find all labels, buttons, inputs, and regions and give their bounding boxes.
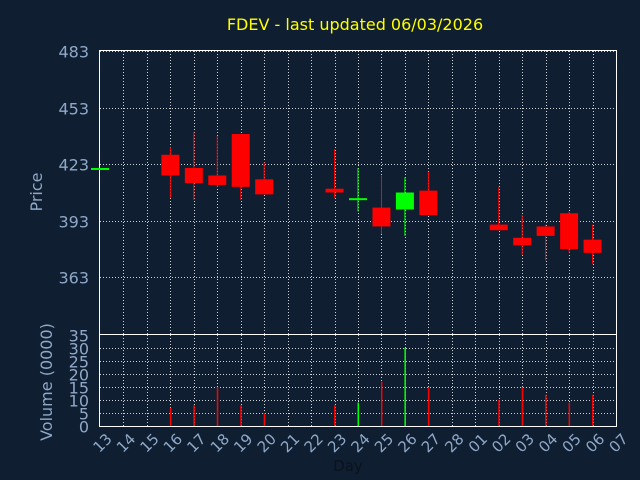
x-tick-label: 24	[348, 430, 374, 456]
x-tick-label: 17	[183, 430, 209, 456]
x-tick-label: 26	[394, 430, 420, 456]
volume-tick-label: 0	[79, 418, 89, 437]
candle-body	[536, 226, 555, 236]
volume-bar	[240, 405, 242, 426]
volume-bar	[263, 413, 266, 426]
price-tick-label: 423	[58, 156, 89, 175]
volume-tick-label: 35	[69, 327, 89, 346]
x-tick-label: 28	[441, 430, 467, 456]
candles	[91, 132, 602, 265]
candle-body	[489, 224, 508, 231]
volume-bar	[521, 387, 524, 426]
volume-tick-label: 5	[79, 405, 89, 424]
x-tick-label: 06	[582, 430, 608, 456]
volume-bar	[169, 407, 172, 426]
volume-tick-label: 10	[69, 392, 89, 411]
price-tick-label: 453	[58, 100, 89, 119]
volume-axis-label: Volume (0000)	[37, 323, 56, 441]
volume-tick-label: 20	[69, 366, 89, 385]
price-panel: 483 453 423 393 363 Price	[27, 43, 617, 335]
candle-body	[231, 134, 250, 187]
volume-bar	[545, 394, 547, 426]
volume-bar	[592, 394, 594, 426]
price-tick-label: 483	[58, 43, 89, 62]
volume-bar	[498, 400, 500, 426]
x-tick-label: 20	[254, 430, 280, 456]
candle-body	[184, 167, 203, 184]
candle-body	[372, 207, 391, 227]
x-tick-label: 03	[512, 430, 538, 456]
volume-bar	[427, 387, 430, 426]
candle-body	[395, 192, 414, 210]
x-tick-label: 25	[371, 430, 397, 456]
x-tick-label: 01	[465, 430, 491, 456]
x-tick-label: 23	[324, 430, 350, 456]
volume-plot-frame	[99, 334, 617, 427]
volume-bar	[216, 387, 219, 426]
volume-tick-label: 15	[69, 379, 89, 398]
volume-bar	[334, 405, 336, 426]
x-tick-label: 19	[230, 430, 256, 456]
volume-bar	[357, 402, 359, 426]
candle-body	[161, 154, 180, 176]
x-tick-labels: 1314151617181920212223242526272801020304…	[90, 430, 632, 456]
candle-body	[419, 190, 438, 216]
volume-tick-label: 25	[69, 353, 89, 372]
price-tick-label: 393	[58, 213, 89, 232]
volume-tick-label: 30	[69, 340, 89, 359]
candle-body	[208, 175, 227, 185]
volume-bar	[380, 381, 383, 426]
volume-bar	[193, 405, 195, 426]
x-tick-label: 27	[418, 430, 444, 456]
x-tick-label: 04	[535, 430, 561, 456]
candle-body	[560, 213, 579, 250]
x-tick-label: 15	[136, 430, 162, 456]
x-tick-label: 07	[606, 430, 632, 456]
price-y-ticks: 483 453 423 393 363	[58, 43, 89, 288]
x-tick-label: 02	[488, 430, 514, 456]
volume-bar	[404, 348, 406, 426]
x-tick-label: 21	[277, 430, 303, 456]
x-tick-label: 05	[559, 430, 585, 456]
chart-title: FDEV - last updated 06/03/2026	[227, 15, 483, 34]
candle-body	[349, 198, 367, 201]
price-tick-label: 363	[58, 269, 89, 288]
x-tick-label: 22	[301, 430, 327, 456]
price-axis-label: Price	[27, 172, 46, 211]
candle-body	[255, 179, 274, 195]
volume-bar	[568, 402, 571, 426]
x-tick-label: 16	[160, 430, 186, 456]
candle-body	[91, 167, 109, 170]
volume-bars	[169, 348, 594, 426]
candle-body	[513, 237, 532, 246]
x-tick-label: 18	[207, 430, 233, 456]
candle-body	[583, 239, 602, 253]
x-tick-label: 14	[113, 430, 139, 456]
x-tick-label: 13	[90, 430, 116, 456]
candle-body	[325, 188, 344, 193]
x-axis-label: Day	[333, 457, 363, 475]
